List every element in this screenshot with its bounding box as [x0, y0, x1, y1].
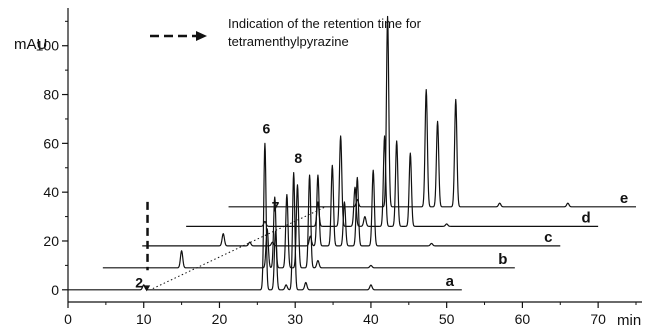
y-tick-label: 100	[36, 38, 60, 54]
y-tick-label: 40	[43, 184, 59, 200]
x-tick-label: 20	[212, 311, 228, 327]
annotation-text-line2: tetramenthylpyrazine	[228, 34, 349, 49]
x-axis-label: min	[617, 312, 641, 329]
trace-e	[228, 15, 637, 208]
trace-label-a: a	[446, 273, 455, 290]
x-tick-label: 40	[363, 311, 379, 327]
peak-label: 2	[135, 274, 143, 290]
peak-labels: 2 6 7 8	[135, 121, 302, 292]
y-axis-ticks: 0 20 40 60 80 100	[36, 20, 68, 298]
chromatogram-traces: a b c d e	[67, 15, 637, 291]
y-tick-label: 80	[43, 87, 59, 103]
peak-label: 6	[263, 121, 271, 137]
trace-c	[142, 164, 561, 247]
x-tick-label: 70	[590, 311, 606, 327]
trace-label-d: d	[582, 209, 591, 226]
trace-label-e: e	[620, 190, 628, 207]
x-tick-label: 50	[439, 311, 455, 327]
y-tick-label: 20	[43, 233, 59, 249]
peak-label: 7	[272, 199, 280, 215]
x-tick-label: 60	[515, 311, 531, 327]
annotation-legend: Indication of the retention time for tet…	[150, 16, 422, 49]
trace-label-b: b	[498, 251, 507, 268]
peak-2-arrow-icon	[143, 285, 151, 292]
x-axis-ticks: 0 10 20 30 40 50 60 70	[64, 302, 637, 327]
annotation-arrowhead	[196, 31, 207, 41]
trace-d	[185, 135, 599, 227]
y-tick-label: 60	[43, 135, 59, 151]
trace-b	[102, 174, 516, 269]
trace-label-c: c	[544, 229, 552, 246]
x-tick-label: 30	[287, 311, 303, 327]
y-axis-label: mAU	[14, 36, 47, 53]
peak-label: 8	[294, 150, 302, 166]
y-tick-label: 0	[51, 282, 59, 298]
x-tick-label: 10	[136, 311, 152, 327]
x-tick-label: 0	[64, 311, 72, 327]
trace-a	[67, 142, 463, 291]
annotation-text-line1: Indication of the retention time for	[228, 16, 422, 31]
